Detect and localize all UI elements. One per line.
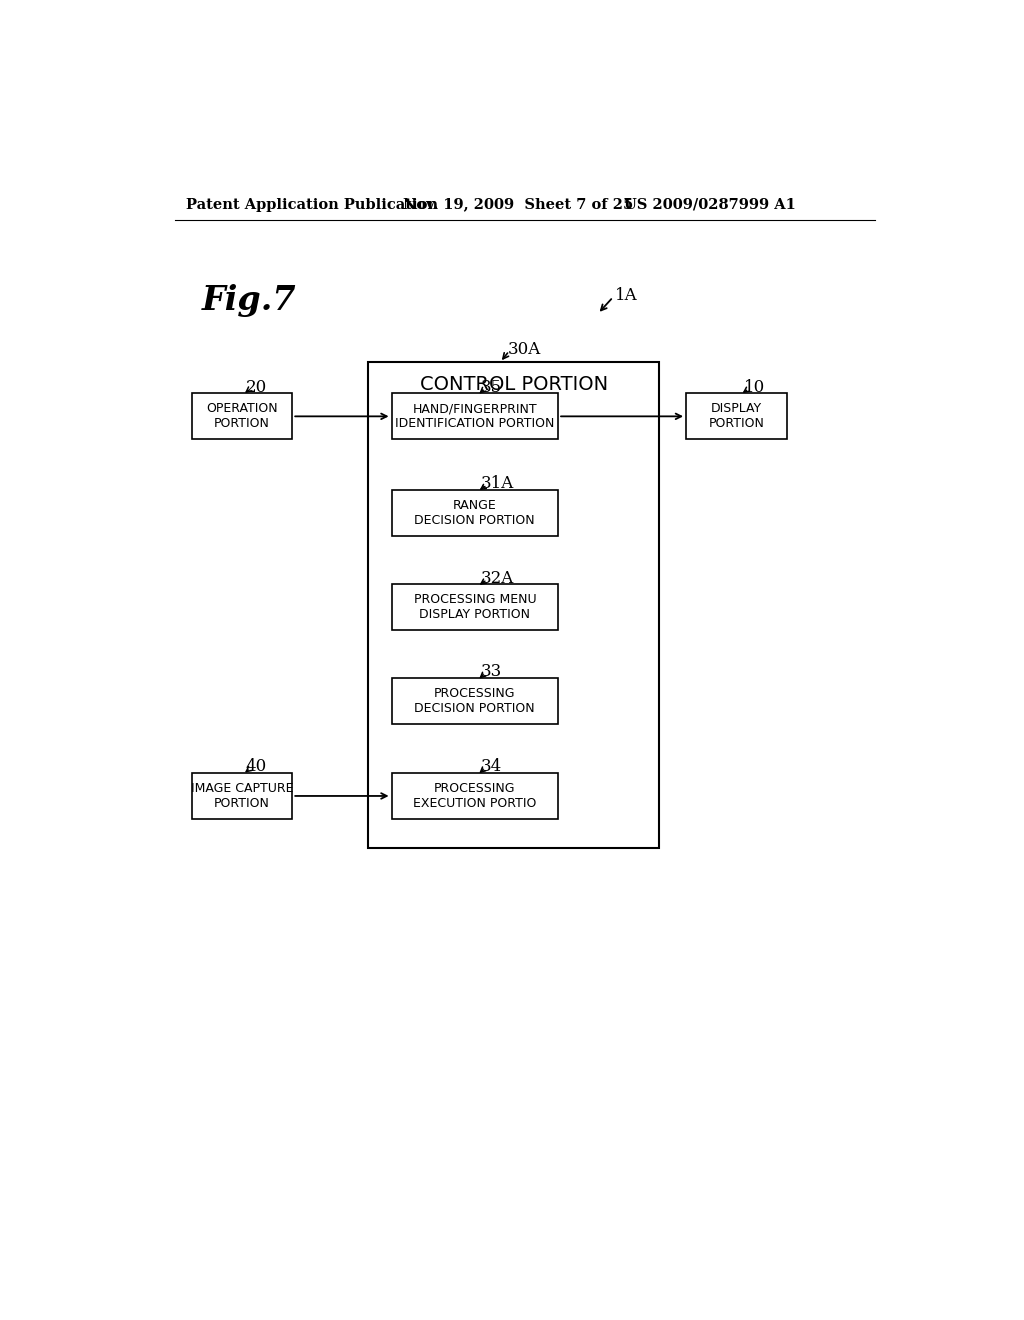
Text: 40: 40 (246, 758, 267, 775)
Bar (191, 393, 292, 440)
Text: 30A: 30A (508, 341, 541, 358)
Text: 31A: 31A (481, 475, 514, 492)
Text: PROCESSING MENU
DISPLAY PORTION: PROCESSING MENU DISPLAY PORTION (414, 593, 537, 622)
Text: 34: 34 (481, 758, 502, 775)
Text: IMAGE CAPTURE
PORTION: IMAGE CAPTURE PORTION (190, 781, 293, 810)
Text: 20: 20 (246, 379, 267, 396)
Bar (391, 490, 558, 536)
Bar (391, 585, 558, 631)
Bar (369, 363, 658, 847)
Bar (391, 678, 558, 725)
Text: 32A: 32A (481, 569, 514, 586)
Text: 1A: 1A (614, 286, 637, 304)
Text: Patent Application Publication: Patent Application Publication (186, 198, 438, 211)
Text: RANGE
DECISION PORTION: RANGE DECISION PORTION (415, 499, 536, 527)
Bar (686, 393, 786, 440)
Bar (391, 774, 558, 818)
Text: PROCESSING
EXECUTION PORTIO: PROCESSING EXECUTION PORTIO (413, 781, 537, 810)
Text: Nov. 19, 2009  Sheet 7 of 25: Nov. 19, 2009 Sheet 7 of 25 (403, 198, 634, 211)
Text: US 2009/0287999 A1: US 2009/0287999 A1 (624, 198, 796, 211)
Bar (191, 774, 292, 818)
Text: DISPLAY
PORTION: DISPLAY PORTION (709, 403, 764, 430)
Text: OPERATION
PORTION: OPERATION PORTION (206, 403, 278, 430)
Text: 33: 33 (481, 664, 502, 681)
Bar (391, 393, 558, 440)
Text: HAND/FINGERPRINT
IDENTIFICATION PORTION: HAND/FINGERPRINT IDENTIFICATION PORTION (395, 403, 555, 430)
Text: Fig.7: Fig.7 (202, 284, 296, 317)
Text: PROCESSING
DECISION PORTION: PROCESSING DECISION PORTION (415, 688, 536, 715)
Text: 10: 10 (744, 379, 765, 396)
Text: CONTROL PORTION: CONTROL PORTION (420, 375, 607, 393)
Text: 35: 35 (481, 379, 502, 396)
